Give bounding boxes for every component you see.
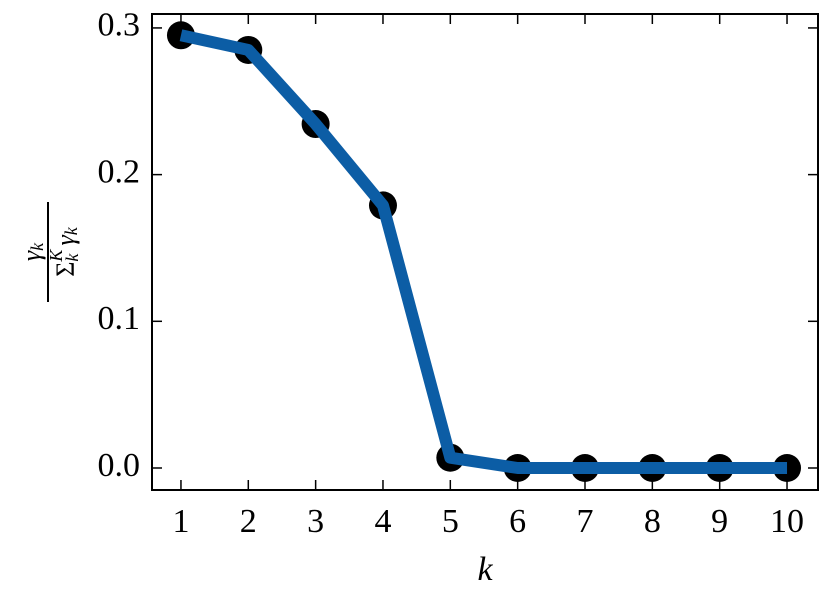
y-tick-label: 0.2: [98, 153, 141, 190]
x-axis-label: k: [477, 551, 493, 588]
y-tick-label: 0.3: [98, 7, 141, 44]
x-tick-label: 9: [711, 503, 728, 540]
y-tick-label: 0.1: [98, 300, 141, 337]
x-tick-label: 1: [172, 503, 189, 540]
series-line: [179, 29, 788, 474]
y-tick-label: 0.0: [98, 447, 141, 484]
sub: k: [62, 253, 82, 262]
y-label-denominator: ΣkKγk: [46, 226, 82, 276]
sum: Σ: [51, 262, 80, 277]
sup: K: [46, 249, 66, 263]
sym: γ: [17, 250, 46, 261]
x-tick-label: 2: [240, 503, 257, 540]
x-tick-label: 4: [374, 503, 391, 540]
x-tick-label: 3: [307, 503, 324, 540]
sub: k: [61, 226, 81, 235]
x-tick-label: 8: [644, 503, 661, 540]
x-tick-label: 10: [770, 503, 804, 540]
plot-frame: [151, 13, 819, 491]
sym: γ: [51, 235, 80, 246]
sub: k: [27, 242, 47, 251]
y-label-numerator: γk: [17, 242, 47, 261]
x-tick-label: 5: [442, 503, 459, 540]
x-tick-label: 7: [577, 503, 594, 540]
x-tick-label: 6: [509, 503, 526, 540]
y-axis-label: γk ΣkKγk: [17, 202, 82, 302]
